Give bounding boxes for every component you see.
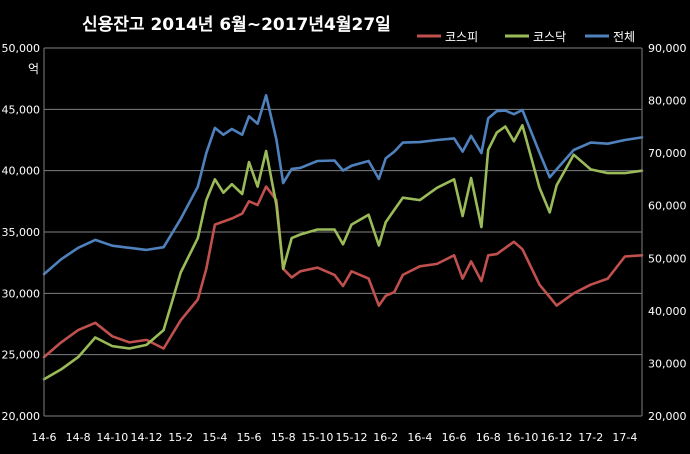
- chart-title: 신용잔고 2014년 6월~2017년4월27일: [82, 15, 391, 35]
- right-tick-label: 50,000: [648, 252, 687, 265]
- right-tick-label: 30,000: [648, 357, 687, 370]
- series-layer: [42, 94, 644, 381]
- left-tick-label: 45,000: [2, 103, 41, 116]
- x-tick-label: 14-6: [32, 431, 57, 444]
- axis-layer: 20,000 25,000 30,000 35,000 40,000 45,000 50,0…: [2, 42, 687, 444]
- left-tick-label: 25,000: [2, 349, 41, 362]
- x-tick-label: 15-10: [301, 431, 333, 444]
- legend-label-1: 코스피: [445, 30, 478, 44]
- x-tick-label: 17-4: [612, 431, 637, 444]
- series-line-3: [42, 94, 644, 276]
- left-tick-label: 40,000: [2, 165, 41, 178]
- right-tick-label: 90,000: [648, 42, 687, 55]
- x-tick-label: 14-12: [131, 431, 163, 444]
- right-tick-label: 20,000: [648, 410, 687, 423]
- left-tick-label: 35,000: [2, 226, 41, 239]
- series-line-2: [42, 124, 644, 381]
- x-tick-label: 16-6: [442, 431, 467, 444]
- x-tick-label: 16-10: [506, 431, 538, 444]
- x-tick-label: 15-4: [202, 431, 227, 444]
- x-tick-label: 16-12: [541, 431, 573, 444]
- x-tick-label: 15-12: [336, 431, 368, 444]
- legend-label-3: 전체: [613, 30, 635, 44]
- right-tick-label: 40,000: [648, 305, 687, 318]
- x-tick-label: 15-2: [168, 431, 193, 444]
- x-tick-label: 15-6: [237, 431, 262, 444]
- left-tick-label: 50,000: [2, 42, 41, 55]
- x-tick-label: 14-8: [66, 431, 91, 444]
- legend-label-2: 코스닥: [533, 30, 566, 44]
- left-tick-label: 30,000: [2, 287, 41, 300]
- left-axis-unit: 억: [28, 62, 39, 76]
- series-line-1: [42, 185, 644, 359]
- x-tick-label: 16-8: [476, 431, 501, 444]
- right-tick-label: 60,000: [648, 200, 687, 213]
- x-tick-label: 15-8: [271, 431, 296, 444]
- legend: 코스피 코스닥 전체: [417, 30, 635, 44]
- x-tick-label: 14-10: [96, 431, 128, 444]
- right-tick-label: 80,000: [648, 95, 687, 108]
- x-tick-label: 16-2: [373, 431, 398, 444]
- x-tick-label: 17-2: [578, 431, 603, 444]
- x-tick-label: 16-4: [407, 431, 432, 444]
- right-tick-label: 70,000: [648, 147, 687, 160]
- left-tick-label: 20,000: [2, 410, 41, 423]
